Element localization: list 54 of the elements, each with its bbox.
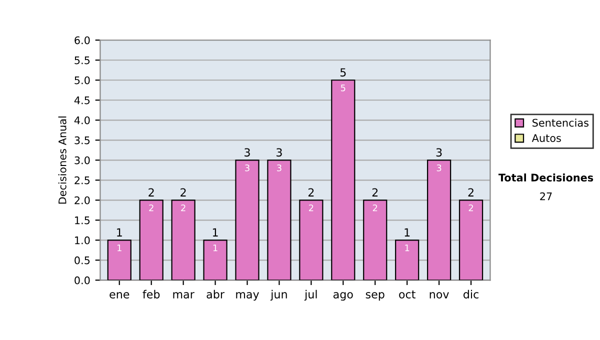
x-tick-label: ago [333,292,353,301]
data-label: 2 [181,204,186,212]
legend-label: Autos [532,134,561,142]
x-tick-label: ene [110,292,130,298]
data-label: 2 [468,204,473,212]
y-tick-label: 1.0 [75,236,90,244]
x-tick-label: oct [399,290,416,298]
y-tick-label: 6.0 [74,36,90,44]
data-label: 1 [213,244,218,252]
data-label: 5 [340,84,346,92]
data-label: 2 [149,204,154,212]
x-tick-label: dic [464,290,478,298]
total-label: 1 [212,228,218,236]
data-label: 2 [372,204,378,212]
total-label: 3 [244,148,250,157]
legend-label: Sentencias [532,118,588,127]
y-tick-label: 1.5 [75,216,90,224]
total-label: 1 [117,228,122,236]
y-tick-label: 0.0 [74,276,90,284]
y-tick-label: 5.0 [74,76,90,84]
y-tick-label: 2.5 [74,176,90,184]
data-label: 1 [118,244,122,252]
total-label: 2 [308,188,314,196]
x-tick-label: mar [173,292,194,298]
total-label: 3 [436,148,442,157]
y-tick-label: 3.0 [74,156,90,164]
text: Total Decisiones [498,173,594,182]
x-tick-label: may [236,292,260,301]
total-label: 2 [372,188,378,196]
total-label: 2 [148,188,154,196]
y-axis-title: Decisiones Anual [58,116,66,204]
data-label: 3 [277,164,282,172]
text: 27 [540,192,552,200]
total-label: 2 [468,188,474,196]
y-tick-label: 4.0 [74,116,90,124]
data-label: 2 [308,204,314,212]
x-tick-label: sep [366,292,384,301]
data-label: 1 [405,244,410,252]
total-label: 3 [276,148,282,157]
total-label: 1 [404,228,410,236]
x-tick-label: abr [206,290,224,298]
y-tick-label: 5.5 [74,56,90,64]
x-tick-label: jul [304,290,317,301]
total-label: 2 [180,188,186,196]
x-tick-label: jun [270,290,287,301]
data-label: 3 [245,164,250,172]
data-label: 3 [436,164,442,172]
x-tick-label: feb [142,290,160,298]
x-tick-label: nov [430,292,449,298]
y-tick-label: 0.5 [74,256,90,264]
y-tick-label: 3.5 [74,136,90,144]
y-tick-label: 4.5 [74,96,90,104]
total-label: 5 [340,68,346,77]
y-tick-label: 2.0 [74,196,90,204]
